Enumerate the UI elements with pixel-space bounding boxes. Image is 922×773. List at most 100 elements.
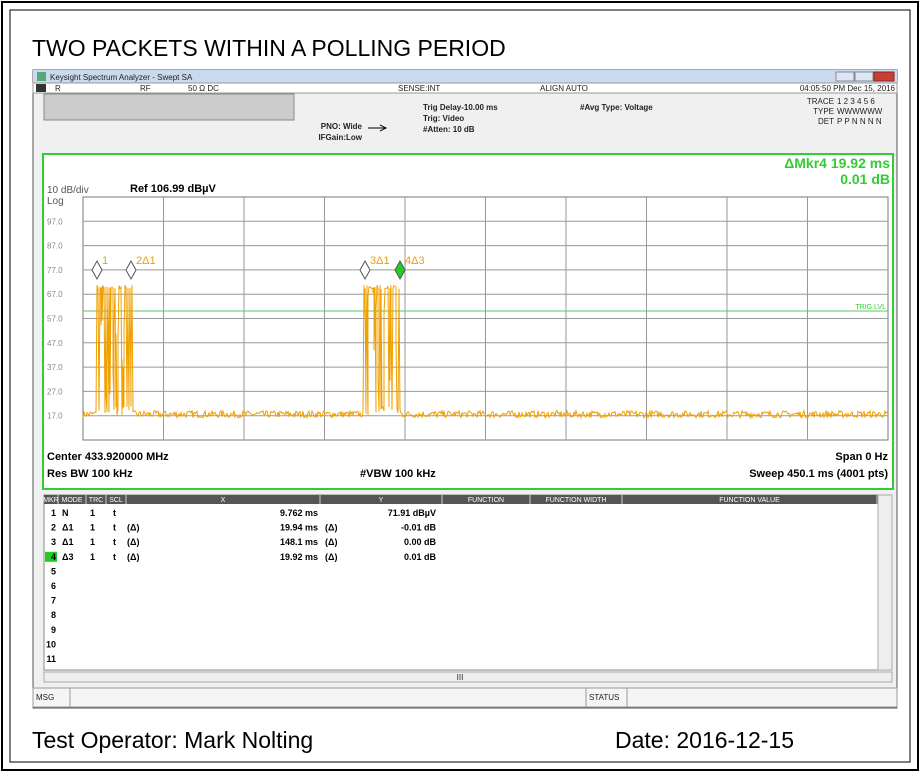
msg-label: MSG [36,693,54,702]
date: Date: 2016-12-15 [615,727,794,753]
y-label: 47.0 [47,339,63,348]
cell-scl: t [113,523,116,533]
cell-ymode: (Δ) [325,537,337,547]
cell-trc: 1 [90,523,95,533]
scroll-grip: III [457,673,464,682]
marker-delta: 0.01 dB [840,171,890,187]
cell-num: 5 [51,566,56,576]
y-label: 77.0 [47,266,63,275]
status-input: RF [140,84,151,93]
center: Center 433.920000 MHz [47,451,169,463]
markers: 1 2Δ1 3Δ1 4Δ3 [91,255,425,281]
header-cell: FUNCTION [468,497,504,504]
table-body: MKR MODE TRC SCL X Y FUNCTION FUNCTION WIDTH FUN… [43,495,878,664]
cell-num: 4 [51,552,56,562]
marker-label: 4Δ3 [405,255,425,267]
window-title: Keysight Spectrum Analyzer - Swept SA [50,73,193,82]
cell-x: 148.1 ms [280,537,318,547]
trace [82,284,889,420]
cell-trc: 1 [90,552,95,562]
cell-num: 1 [51,508,56,518]
marker-readout: ΔMkr4 19.92 ms [784,155,890,171]
trace-values: 1 2 3 4 5 6 [837,97,875,106]
log: Log [47,196,64,207]
cell-mode: Δ1 [62,523,73,533]
avg-type: #Avg Type: Voltage [580,103,653,112]
grid: 97.0 87.0 77.0 67.0 57.0 47.0 37.0 27.0 17.0 [47,196,889,441]
y-label: 57.0 [47,315,63,324]
cell-trc: 1 [90,508,95,518]
status-align: ALIGN AUTO [540,84,588,93]
y-label: 87.0 [47,242,63,251]
h-scrollbar[interactable] [43,671,893,683]
minimize-button[interactable] [835,71,855,82]
y-label: 97.0 [47,217,63,226]
input-box[interactable] [43,93,295,121]
app-icon [37,72,46,81]
y-label: 37.0 [47,363,63,372]
header-cell: Y [379,497,384,504]
operator: Test Operator: Mark Nolting [32,727,313,753]
header-cell: MKR [43,497,59,504]
cell-fn: (Δ) [127,523,139,533]
det-values: P P N N N N [837,117,882,126]
cell-num: 11 [46,654,56,664]
cell-num: 3 [51,537,56,547]
marker-diamond [91,259,103,281]
cell-num: 8 [51,610,56,620]
cell-scl: t [113,508,116,518]
cell-y: -0.01 dB [401,523,437,533]
marker-diamond [359,259,371,281]
status-mode: R [55,84,61,93]
det-label: DET [818,117,834,126]
maximize-button[interactable] [854,71,874,82]
status-bar [32,82,898,94]
status-icon [36,84,46,92]
span: Span 0 Hz [835,451,888,463]
vbw: #VBW 100 kHz [360,468,436,480]
cell-mode: Δ3 [62,552,73,562]
trace-label: TRACE [807,97,834,106]
cell-fn: (Δ) [127,537,139,547]
cell-y: 0.01 dB [404,552,437,562]
y-label: 67.0 [47,290,63,299]
header-cell: FUNCTION VALUE [719,497,780,504]
cell-ymode: (Δ) [325,552,337,562]
marker-label: 1 [102,255,108,267]
sweep: Sweep 450.1 ms (4001 pts) [749,468,888,480]
marker-table [43,494,879,671]
cell-fn: (Δ) [127,552,139,562]
y-label: 27.0 [47,387,63,396]
message-bar [32,687,898,708]
cell-mode: Δ1 [62,537,73,547]
status-sense: SENSE:INT [398,84,440,93]
type-values: WWWWWW [837,107,883,116]
marker-diamond [125,259,137,281]
status-label: STATUS [589,693,619,702]
marker-diamond [394,259,406,281]
table-header [44,495,878,504]
header-cell: X [221,497,226,504]
marker-label: 3Δ1 [370,255,390,267]
header-cell: SCL [109,497,123,504]
cell-num: 7 [51,596,56,606]
title-bar [33,70,897,83]
v-scrollbar[interactable] [877,494,893,671]
cell-num: 9 [51,625,56,635]
y-label: 17.0 [47,412,63,421]
cell-num: 10 [46,639,56,649]
marker-label: 2Δ1 [136,255,156,267]
cell-trc: 1 [90,537,95,547]
type-label: TYPE [813,107,834,116]
ifgain: IFGain:Low [318,133,362,142]
header-cell: FUNCTION WIDTH [545,497,606,504]
cell-mode: N [62,508,69,518]
close-button[interactable] [873,71,895,82]
cell-y: 0.00 dB [404,537,437,547]
cell-ymode: (Δ) [325,523,337,533]
status-datetime: 04:05:50 PM Dec 15, 2016 [800,84,896,93]
ref-level: Ref 106.99 dBµV [130,183,216,195]
header-cell: TRC [89,497,103,504]
